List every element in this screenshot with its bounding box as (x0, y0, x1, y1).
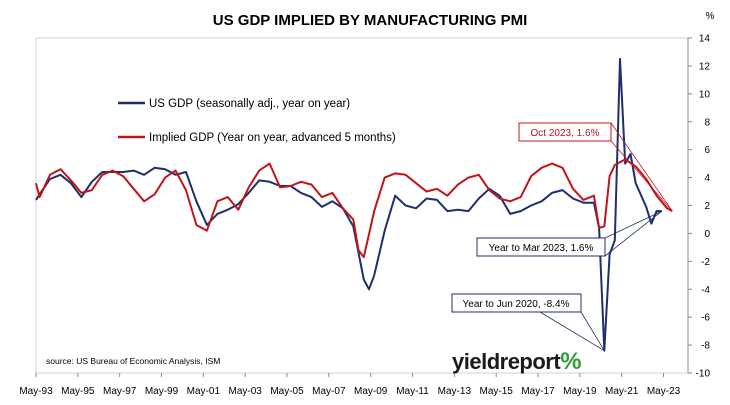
source-note: source: US Bureau of Economic Analysis, … (46, 356, 220, 366)
y-tick-label: 10 (699, 89, 711, 100)
x-tick-label: May-93 (19, 386, 53, 397)
y-tick-label: 2 (704, 201, 710, 212)
annotation-oct-2023: Oct 2023, 1.6% (518, 122, 612, 142)
y-tick-label: 14 (699, 34, 711, 45)
legend-label-implied-gdp: Implied GDP (Year on year, advanced 5 mo… (149, 132, 396, 144)
y-tick-label: 0 (704, 229, 710, 240)
y-tick-label: -10 (696, 369, 711, 380)
leader-line-mar-2023 (604, 210, 663, 257)
x-tick-label: May-21 (605, 386, 639, 397)
x-tick-label: May-13 (438, 386, 472, 397)
y-tick-label: 4 (704, 173, 710, 184)
yieldreport-logo: yieldreport% (452, 348, 582, 375)
series-line-implied-gdp (35, 158, 673, 259)
x-tick-label: May-17 (521, 386, 555, 397)
x-tick-label: May-15 (480, 386, 514, 397)
y-tick-label: -2 (701, 257, 710, 268)
x-tick-label: May-11 (396, 386, 429, 397)
chart-title: US GDP IMPLIED BY MANUFACTURING PMI (213, 12, 527, 29)
annotation-oct-2023-box (518, 122, 612, 142)
x-tick-label: May-07 (312, 386, 346, 397)
annotation-year-to-jun-2020: Year to Jun 2020, -8.4% (451, 293, 582, 313)
annotation-oct-2023-text: Oct 2023, 1.6% (531, 128, 600, 139)
legend-label-us-gdp: US GDP (seasonally adj., year on year) (149, 98, 350, 110)
legend[interactable]: US GDP (seasonally adj., year on year) I… (118, 98, 396, 144)
x-tick-label: May-19 (563, 386, 597, 397)
logo-wordmark: yieldreport% (452, 348, 581, 375)
x-tick-label: May-23 (647, 386, 681, 397)
annotation-mar-2023-text: Year to Mar 2023, 1.6% (489, 243, 594, 254)
leader-line-mar-2023 (604, 210, 663, 239)
annotation-mar-2023-box (476, 237, 606, 257)
annotation-leaders (539, 122, 673, 352)
x-tick-label: May-05 (270, 386, 304, 397)
annotation-jun-2020-text: Year to Jun 2020, -8.4% (463, 299, 570, 310)
y-tick-label: -6 (701, 313, 710, 324)
annotation-jun-2020-box (451, 293, 582, 313)
y-axis-unit: % (706, 11, 715, 22)
y-tick-label: -4 (701, 285, 710, 296)
plot-area (35, 37, 689, 374)
leader-line-jun-2020 (580, 311, 605, 351)
leader-line-jun-2020 (539, 311, 605, 352)
y-tick-label: 12 (699, 61, 711, 72)
y-tick-label: 6 (704, 145, 710, 156)
series-layer (35, 57, 673, 352)
y-tick-label: -8 (701, 341, 710, 352)
logo-word: yieldreport (452, 349, 561, 374)
x-tick-label: May-09 (354, 386, 388, 397)
leader-line-oct-2023 (610, 122, 673, 212)
x-tick-label: May-03 (228, 386, 262, 397)
x-tick-label: May-95 (61, 386, 95, 397)
logo-percent-icon: % (560, 348, 581, 375)
leader-line-oct-2023 (610, 140, 673, 212)
x-tick-label: May-99 (145, 386, 179, 397)
annotation-year-to-mar-2023: Year to Mar 2023, 1.6% (476, 237, 606, 257)
y-tick-label: 8 (704, 117, 710, 128)
x-axis: May-93 May-95 May-97 May-99 May-01 May-03 May-… (19, 373, 681, 397)
x-tick-label: May-01 (187, 386, 221, 397)
x-tick-label: May-97 (103, 386, 137, 397)
y-axis: -10 -8 -6 -4 -2 0 2 4 6 8 10 12 14 (687, 34, 711, 380)
